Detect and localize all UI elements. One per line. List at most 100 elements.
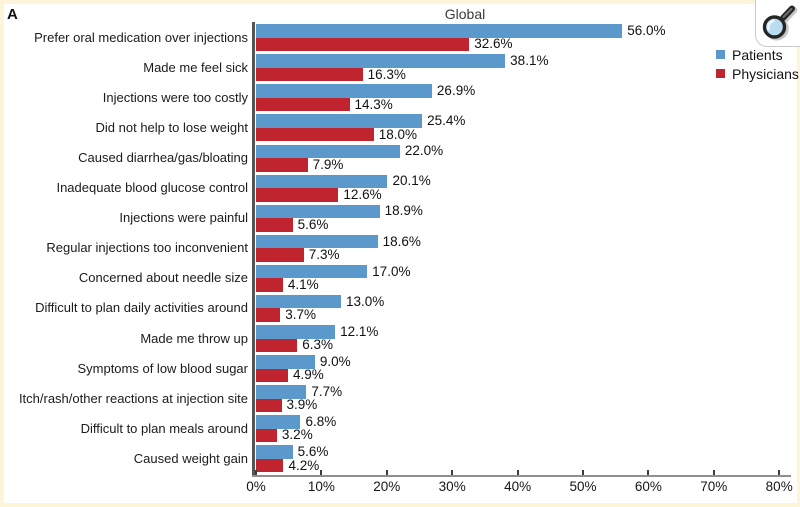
legend-label-physicians: Physicians <box>732 65 799 82</box>
value-label: 17.0% <box>372 263 411 279</box>
value-label: 25.4% <box>427 113 466 129</box>
category-label: Prefer oral medication over injections <box>34 29 248 45</box>
x-tick-label: 50% <box>569 479 597 494</box>
value-label: 3.7% <box>285 307 316 323</box>
zoom-button[interactable] <box>755 0 800 47</box>
value-label: 5.6% <box>297 444 329 460</box>
value-label: 7.7% <box>311 383 343 399</box>
value-label: 9.0% <box>319 353 351 369</box>
patients-bar <box>256 385 307 399</box>
value-label: 18.9% <box>384 203 423 219</box>
physicians-bar <box>256 428 277 443</box>
legend-item-patients: Patients <box>716 45 799 64</box>
value-label: 20.1% <box>392 173 431 189</box>
physicians-bar <box>256 368 289 383</box>
x-axis-line <box>252 474 791 477</box>
value-label: 32.6% <box>474 36 513 52</box>
legend-item-physicians: Physicians <box>716 64 799 83</box>
x-tick-label: 80% <box>765 479 793 494</box>
patients-bar <box>256 84 432 98</box>
x-tick <box>712 470 715 475</box>
x-tick <box>516 470 519 475</box>
physicians-bar <box>256 67 363 82</box>
physicians-bar <box>256 248 304 262</box>
figure-label: A <box>7 6 18 23</box>
physicians-bar <box>256 308 281 322</box>
legend-label-patients: Patients <box>732 46 783 63</box>
category-label: Inadequate blood glucose control <box>56 180 248 196</box>
physicians-bar <box>256 278 283 292</box>
x-tick <box>778 470 781 475</box>
patients-bar <box>256 204 380 219</box>
physicians-bar <box>256 188 339 202</box>
patients-bar <box>256 294 342 309</box>
value-label: 56.0% <box>627 22 666 38</box>
patients-bar <box>256 234 378 249</box>
physicians-bar <box>256 458 284 473</box>
x-tick <box>451 470 454 475</box>
x-tick-label: 40% <box>504 479 532 494</box>
patients-bar <box>256 415 301 429</box>
patients-bar <box>256 325 336 339</box>
physicians-bar <box>256 158 308 172</box>
x-tick-label: 0% <box>246 479 266 494</box>
patients-bar <box>256 24 623 38</box>
category-label: Injections were too costly <box>102 89 248 105</box>
physicians-bar <box>256 398 282 413</box>
category-label: Made me throw up <box>140 330 248 346</box>
category-label: Concerned about needle size <box>78 270 248 286</box>
value-label: 13.0% <box>346 293 385 309</box>
patients-swatch-icon <box>716 50 725 59</box>
value-label: 3.2% <box>281 427 313 443</box>
value-label: 14.3% <box>354 96 393 112</box>
value-label: 7.9% <box>312 156 344 172</box>
value-label: 38.1% <box>510 53 549 69</box>
patients-bar <box>256 54 506 68</box>
value-label: 4.2% <box>288 457 320 473</box>
physicians-bar <box>256 127 374 142</box>
patients-bar <box>256 355 315 369</box>
magnifier-icon <box>762 5 797 41</box>
category-label: Symptoms of low blood sugar <box>77 360 248 376</box>
x-tick-label: 10% <box>307 479 335 494</box>
value-label: 12.1% <box>340 323 379 339</box>
x-tick <box>647 470 650 475</box>
category-label: Difficult to plan daily activities aroun… <box>35 300 248 316</box>
x-tick <box>582 470 584 475</box>
x-tick-label: 70% <box>700 479 728 494</box>
value-label: 18.0% <box>378 126 417 142</box>
patients-bar <box>256 114 423 128</box>
category-label: Injections were painful <box>119 210 248 226</box>
patients-bar <box>256 264 368 279</box>
value-label: 4.9% <box>293 367 324 383</box>
value-label: 18.6% <box>382 233 421 249</box>
value-label: 7.3% <box>308 247 340 262</box>
category-label: Made me feel sick <box>143 59 248 75</box>
value-label: 26.9% <box>436 83 476 99</box>
value-label: 5.6% <box>297 216 329 232</box>
x-tick <box>255 470 257 475</box>
physicians-bar <box>256 97 350 112</box>
x-tick <box>385 470 388 475</box>
y-axis-line <box>252 22 255 476</box>
value-label: 12.6% <box>343 186 382 202</box>
category-label: Itch/rash/other reactions at injection s… <box>18 390 248 406</box>
value-label: 6.3% <box>302 337 333 353</box>
patients-bar <box>256 144 400 159</box>
physicians-swatch-icon <box>716 69 725 78</box>
x-tick-label: 30% <box>438 479 466 494</box>
patients-bar <box>256 174 388 189</box>
value-label: 4.1% <box>287 277 319 293</box>
value-label: 6.8% <box>305 413 337 429</box>
chart-title: Global <box>444 6 486 22</box>
value-label: 16.3% <box>367 66 406 82</box>
physicians-bar <box>256 338 298 352</box>
category-label: Regular injections too inconvenient <box>46 240 248 256</box>
value-label: 3.9% <box>286 397 318 413</box>
value-label: 22.0% <box>404 143 444 159</box>
category-label: Did not help to lose weight <box>95 119 248 135</box>
patients-bar <box>256 445 293 459</box>
category-label: Caused diarrhea/gas/bloating <box>78 150 248 166</box>
x-tick-label: 60% <box>634 479 662 494</box>
